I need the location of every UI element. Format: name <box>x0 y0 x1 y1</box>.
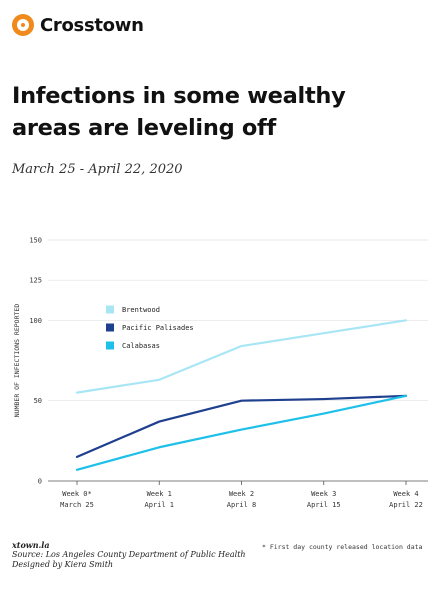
x-tick-date-label: April 1 <box>144 501 174 509</box>
x-tick-label: Week 2 <box>229 490 254 498</box>
y-tick-label: 50 <box>34 397 42 405</box>
footnote: * First day county released location dat… <box>262 543 423 551</box>
brand: Crosstown <box>12 14 144 36</box>
brand-name: Crosstown <box>40 14 144 36</box>
chart-title: Infections in some wealthy areas are lev… <box>12 83 346 141</box>
x-tick-date-label: April 8 <box>227 501 257 509</box>
y-tick-label: 100 <box>29 317 42 325</box>
legend-label: Calabasas <box>122 342 160 350</box>
x-tick-label: Week 3 <box>311 490 336 498</box>
y-axis-title: NUMBER OF INFECTIONS REPORTED <box>13 304 21 418</box>
line-chart: 0 50 100 125 150 NUMBER OF INFECTIONS REPORTE… <box>13 237 428 509</box>
series-line-pacific-palisades <box>75 394 408 458</box>
footer-credits: xtown.la Source: Los Angeles County Depa… <box>12 540 246 570</box>
y-tick-label: 0 <box>38 478 42 486</box>
series-line-calabasas <box>75 394 408 471</box>
crosstown-logo-icon <box>12 14 34 36</box>
chart-subtitle: March 25 - April 22, 2020 <box>12 162 183 177</box>
series-line-brentwood <box>75 319 408 394</box>
x-tick-label: Week 1 <box>147 490 172 498</box>
x-tick-label: Week 4 <box>393 490 418 498</box>
legend-swatch <box>106 341 114 350</box>
legend-swatch <box>106 305 114 314</box>
x-tick-label: Week 0* <box>62 490 92 498</box>
legend-label: Pacific Palisades <box>122 324 194 332</box>
site-name: xtown.la <box>12 540 50 550</box>
designer-text: Designed by Kiera Smith <box>12 560 114 569</box>
x-tick-date-label: April 22 <box>389 501 423 509</box>
x-tick-date-label: March 25 <box>60 501 94 509</box>
legend-swatch <box>106 323 114 332</box>
y-tick-label: 150 <box>29 237 42 245</box>
x-tick-date-label: April 15 <box>307 501 341 509</box>
source-text: Source: Los Angeles County Department of… <box>12 550 246 559</box>
y-tick-label: 125 <box>29 277 42 285</box>
legend-label: Brentwood <box>122 306 160 314</box>
